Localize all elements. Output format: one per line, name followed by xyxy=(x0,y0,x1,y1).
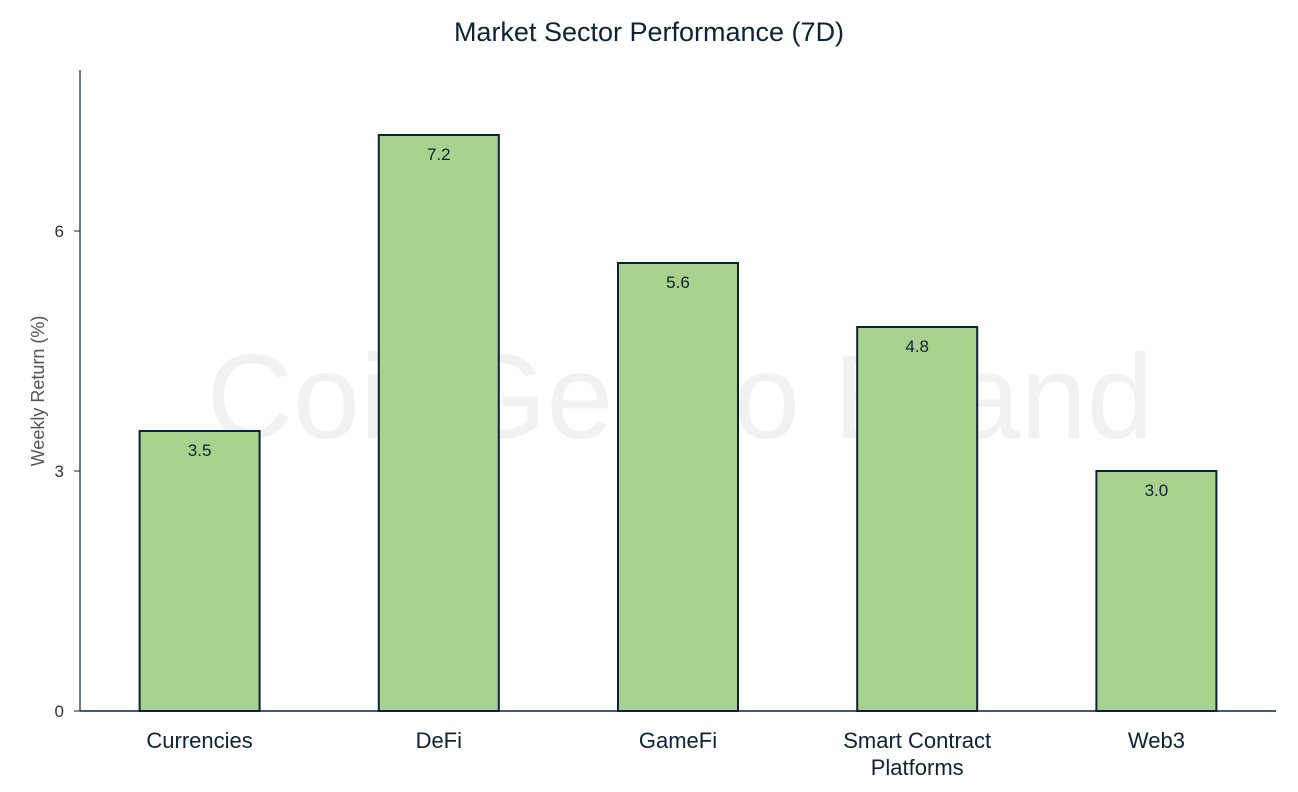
x-category-label: Smart Contract xyxy=(843,728,991,753)
bar-defi xyxy=(377,134,500,712)
bar-value-label: 5.6 xyxy=(666,273,690,292)
bar-web3 xyxy=(1095,470,1218,712)
y-ticks-group: 0 3 6 xyxy=(55,222,80,721)
bar-value-label: 3.5 xyxy=(188,441,212,460)
y-axis-label: Weekly Return (%) xyxy=(28,316,48,467)
x-category-label: Currencies xyxy=(146,728,252,753)
bar-value-label: 7.2 xyxy=(427,145,451,164)
x-category-label: Platforms xyxy=(871,755,964,780)
y-tick-label: 6 xyxy=(55,222,64,241)
bars-group: 3.5 7.2 5.6 4.8 3.0 xyxy=(138,134,1218,712)
x-category-label: Web3 xyxy=(1128,728,1185,753)
bar-value-label: 4.8 xyxy=(905,337,929,356)
y-tick-label: 3 xyxy=(55,462,64,481)
y-tick-label: 0 xyxy=(55,702,64,721)
bar-smart-contract-platforms xyxy=(856,326,979,712)
bar-gamefi xyxy=(617,262,739,712)
x-category-label: DeFi xyxy=(416,728,462,753)
bar-currencies xyxy=(138,430,261,712)
x-category-label: GameFi xyxy=(639,728,717,753)
x-categories-group: Currencies DeFi GameFi Smart ContractPlatfo… xyxy=(146,728,1185,780)
bar-value-label: 3.0 xyxy=(1145,481,1169,500)
chart-title: Market Sector Performance (7D) xyxy=(454,17,844,47)
